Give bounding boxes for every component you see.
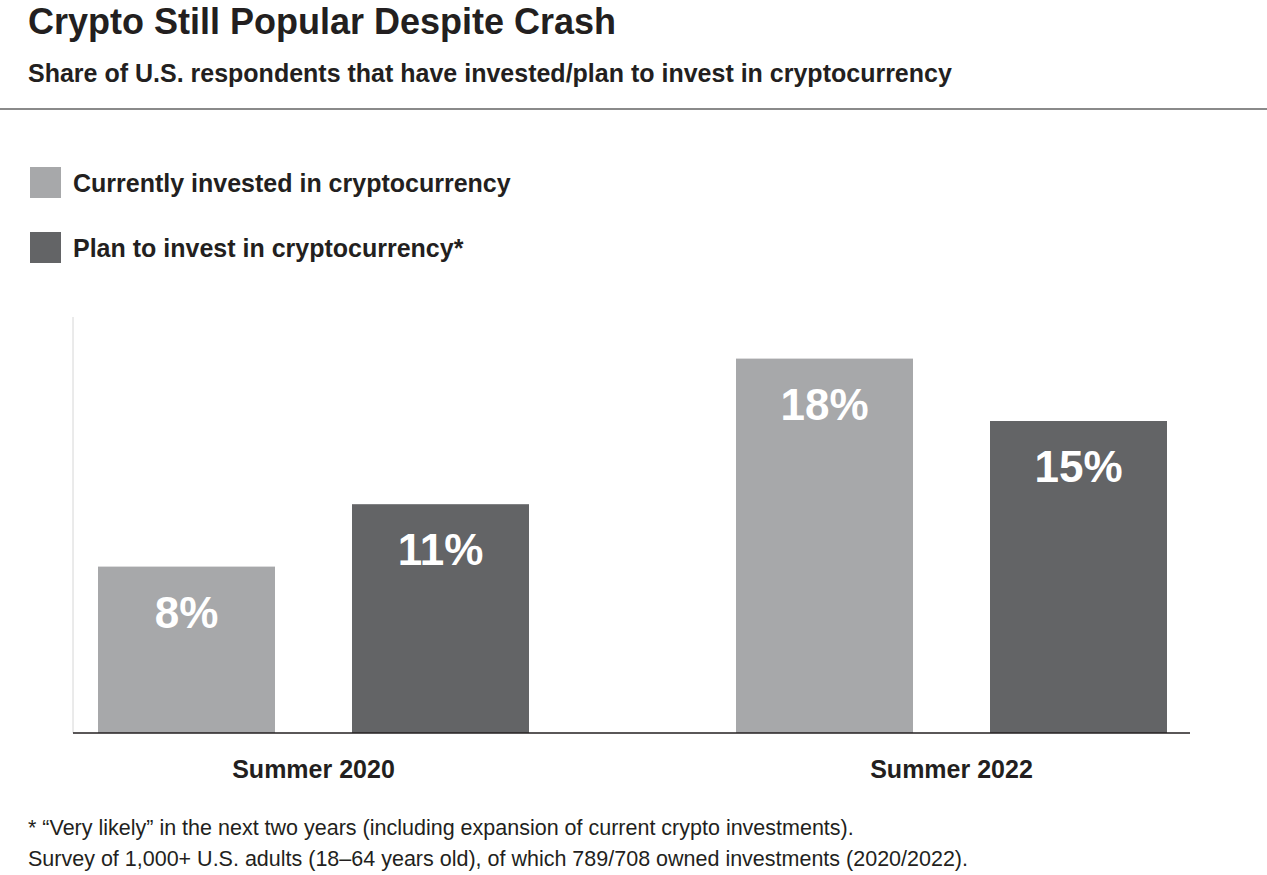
data-label: 8% — [155, 588, 219, 637]
legend-swatch — [30, 167, 61, 198]
x-axis-line — [73, 732, 1190, 734]
data-labels: 8% 18% 11% 15% — [155, 380, 1123, 637]
header-rule — [0, 108, 1267, 110]
legend-label: Plan to invest in cryptocurrency* — [73, 234, 464, 262]
legend-swatch — [30, 232, 61, 263]
legend-label: Currently invested in cryptocurrency — [73, 169, 511, 197]
y-axis-line — [73, 317, 74, 733]
footnote: Survey of 1,000+ U.S. adults (18–64 year… — [28, 847, 968, 871]
data-label: 15% — [1034, 442, 1122, 491]
chart: Crypto Still Popular Despite Crash Share … — [0, 0, 1267, 875]
x-tick-label: Summer 2022 — [870, 755, 1033, 783]
legend: Currently invested in cryptocurrency Plan… — [30, 167, 511, 263]
bar — [736, 359, 913, 733]
x-tick-label: Summer 2020 — [232, 755, 395, 783]
footnote: * “Very likely” in the next two years (i… — [28, 816, 854, 840]
data-label: 18% — [780, 380, 868, 429]
subtitle: Share of U.S. respondents that have inve… — [28, 59, 952, 87]
bar — [98, 567, 275, 733]
bars — [98, 359, 1167, 733]
data-label: 11% — [398, 525, 484, 574]
title: Crypto Still Popular Despite Crash — [28, 1, 616, 42]
bar — [990, 421, 1167, 733]
bar — [352, 504, 529, 733]
